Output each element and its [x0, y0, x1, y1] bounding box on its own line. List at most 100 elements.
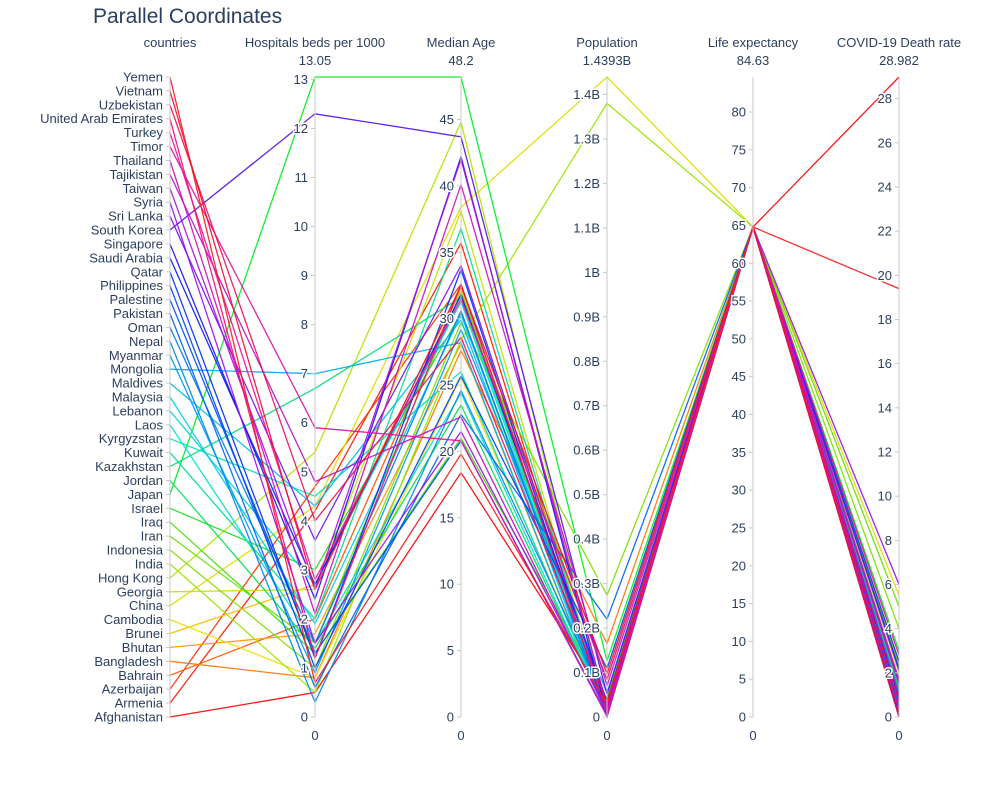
- tick-label: 9: [301, 268, 308, 283]
- chart-title: Parallel Coordinates: [93, 5, 282, 28]
- series-line-uzbekistan: [169, 104, 900, 705]
- tick-label: 6: [885, 577, 892, 592]
- series-lines: [169, 76, 900, 719]
- tick-label: 0: [593, 710, 600, 725]
- country-label: Saudi Arabia: [89, 250, 163, 265]
- tick-label: 28: [878, 91, 892, 106]
- country-label: Iran: [141, 529, 163, 544]
- tick-label: 0.4B: [573, 532, 600, 547]
- country-label: Uzbekistan: [99, 97, 163, 112]
- country-label: Qatar: [130, 264, 163, 279]
- axis-beds: Hospitals beds per 100013.05001234567891…: [245, 35, 385, 743]
- country-label: Turkey: [124, 125, 164, 140]
- series-line-tajikistan: [169, 174, 900, 715]
- tick-label: 14: [878, 400, 892, 415]
- tick-label: 3: [301, 562, 308, 577]
- tick-label: 45: [440, 112, 454, 127]
- country-label: Bahrain: [118, 668, 163, 683]
- tick-label: 0.3B: [573, 576, 600, 591]
- country-label: Timor: [130, 139, 163, 154]
- tick-label: 8: [885, 533, 892, 548]
- series-line-vietnam: [169, 90, 900, 718]
- tick-label: 50: [732, 331, 746, 346]
- tick-label: 0.2B: [573, 621, 600, 636]
- tick-label: 0.5B: [573, 487, 600, 502]
- tick-label: 12: [294, 121, 308, 136]
- tick-label: 35: [440, 245, 454, 260]
- tick-label: 1.3B: [573, 131, 600, 146]
- tick-label: 20: [732, 558, 746, 573]
- series-line-afghanistan: [169, 76, 900, 718]
- tick-label: 16: [878, 356, 892, 371]
- tick-label: 0.7B: [573, 398, 600, 413]
- tick-label: 12: [878, 445, 892, 460]
- country-label: Maldives: [112, 376, 164, 391]
- tick-label: 11: [295, 170, 309, 185]
- tick-label: 1.2B: [573, 176, 600, 191]
- series-line-india: [169, 102, 900, 694]
- country-label: United Arab Emirates: [40, 111, 163, 126]
- tick-label: 75: [732, 142, 746, 157]
- country-label: Pakistan: [113, 306, 163, 321]
- tick-label: 55: [732, 294, 746, 309]
- tick-label: 40: [732, 407, 746, 422]
- country-label: Kuwait: [124, 445, 163, 460]
- axis-life: Life expectancy 84.63 00 5 10 15 20 25 30 35 40 45 5…: [708, 35, 799, 743]
- axis-pop: Population 1.4393B 00 0.1B 0.2B 0.3B 0.4B 0.5B 0…: [572, 35, 638, 743]
- country-label: China: [129, 598, 164, 613]
- tick-label: 0.8B: [573, 354, 600, 369]
- country-label: Azerbaijan: [102, 682, 163, 697]
- tick-label: 45: [732, 369, 746, 384]
- axis-age: Median Age 48.2 00 5 10 15 20 25 30 35 40 45: [427, 35, 496, 743]
- tick-label: 7: [301, 366, 308, 381]
- tick-label: 60: [732, 256, 746, 271]
- country-label: India: [135, 556, 164, 571]
- tick-label: 4: [885, 621, 892, 636]
- tick-label: 10: [294, 219, 308, 234]
- series-line-pakistan: [169, 225, 900, 690]
- country-label: Kyrgyzstan: [99, 431, 163, 446]
- tick-label: 4: [301, 513, 308, 528]
- country-label: Sri Lanka: [108, 209, 164, 224]
- tick-label: 15: [440, 510, 454, 525]
- axis-label: Hospitals beds per 1000: [245, 35, 385, 50]
- country-label: South Korea: [91, 223, 164, 238]
- country-label: Tajikistan: [110, 167, 163, 182]
- tick-label: 6: [301, 415, 308, 430]
- axis-label: Population: [576, 35, 637, 50]
- axis-label: countries: [144, 35, 197, 50]
- country-label: Hong Kong: [98, 570, 163, 585]
- axis-min-label: 0: [457, 728, 464, 743]
- country-label: Palestine: [110, 292, 163, 307]
- axis-min-label: 0: [895, 728, 902, 743]
- axis-max-label: 13.05: [299, 53, 332, 68]
- tick-label: 25: [732, 520, 746, 535]
- tick-label: 10: [440, 577, 454, 592]
- tick-label: 0: [301, 710, 308, 725]
- axis-label: Median Age: [427, 35, 496, 50]
- tick-label: 40: [440, 178, 454, 193]
- tick-label: 5: [447, 643, 454, 658]
- axis-max-label: 48.2: [448, 53, 473, 68]
- series-line-taiwan: [169, 157, 900, 709]
- country-label: Cambodia: [104, 612, 164, 627]
- tick-label: 0.1B: [573, 665, 600, 680]
- tick-label: 0: [447, 710, 454, 725]
- tick-label: 22: [878, 224, 892, 239]
- tick-label: 18: [878, 312, 892, 327]
- country-label: Indonesia: [107, 543, 164, 558]
- tick-label: 25: [440, 378, 454, 393]
- series-line-philippines: [169, 224, 900, 671]
- axis-max-label: 1.4393B: [583, 53, 631, 68]
- axis-max-label: 28.982: [879, 53, 919, 68]
- series-line-yemen: [169, 76, 900, 706]
- country-label: Mongolia: [110, 362, 164, 377]
- country-label: Lebanon: [112, 403, 163, 418]
- axis-min-label: 0: [749, 728, 756, 743]
- axis-label: COVID-19 Death rate: [837, 35, 961, 50]
- country-label: Iraq: [141, 515, 163, 530]
- country-label: Armenia: [115, 696, 164, 711]
- tick-label: 1.1B: [573, 220, 600, 235]
- axis-max-label: 84.63: [737, 53, 770, 68]
- country-label: Georgia: [117, 584, 164, 599]
